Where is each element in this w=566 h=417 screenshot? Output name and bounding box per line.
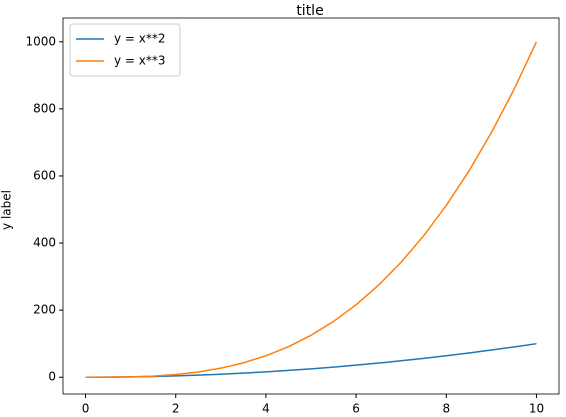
x-tick-label: 4 xyxy=(262,402,270,416)
x-tick-label: 10 xyxy=(529,402,544,416)
y-tick-label: 800 xyxy=(33,101,56,115)
x-tick-label: 6 xyxy=(352,402,360,416)
legend-label: y = x**2 xyxy=(114,32,166,46)
x-tick-label: 8 xyxy=(442,402,450,416)
y-tick-label: 1000 xyxy=(25,34,56,48)
y-tick-label: 600 xyxy=(33,168,56,182)
legend-label: y = x**3 xyxy=(114,54,166,68)
x-tick-label: 2 xyxy=(172,402,180,416)
line xyxy=(85,342,537,378)
chart-title: title xyxy=(296,3,323,19)
y-tick-label: 400 xyxy=(33,236,56,250)
y-axis-label: y label xyxy=(0,190,14,230)
line xyxy=(85,41,538,378)
legend-box xyxy=(69,23,181,77)
x-tick-label: 0 xyxy=(82,402,90,416)
axes-frame xyxy=(62,17,560,395)
y-tick-label: 0 xyxy=(48,370,56,384)
y-tick-label: 200 xyxy=(33,303,56,317)
